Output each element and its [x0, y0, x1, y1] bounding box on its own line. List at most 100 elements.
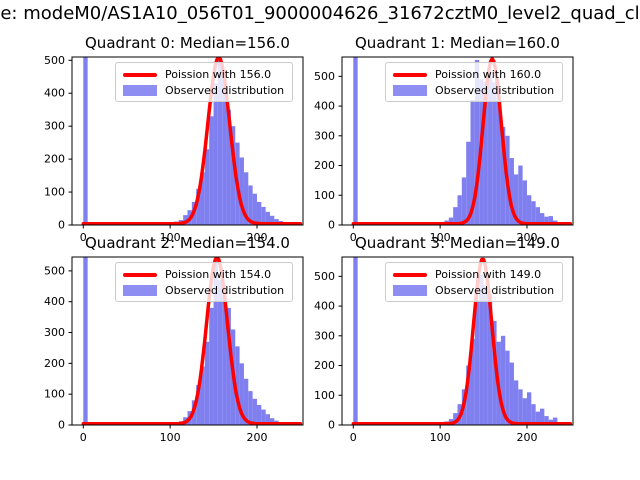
y-tick-label: 0	[58, 219, 65, 232]
y-tick-label: 0	[328, 419, 335, 432]
quadrant-0-plot: 0 100 200 300 400 500 0 100 200	[27, 32, 315, 245]
y-tick-label: 200	[44, 153, 65, 166]
poisson-line-swatch	[393, 272, 427, 277]
x-tick-label: 0	[350, 431, 357, 444]
y-tick-label: 100	[44, 186, 65, 199]
poisson-curve	[81, 257, 303, 425]
y-tick-label: 200	[44, 357, 65, 370]
quadrant-1-axes: 0 100 200 300 400 500 0 100 200	[314, 56, 574, 244]
y-tick-label: 300	[44, 326, 65, 339]
histogram-swatch	[123, 285, 157, 296]
quadrant-0-axes: 0 100 200 300 400 500 0 100 200	[44, 54, 304, 244]
zero-spike-bar	[353, 257, 358, 425]
quadrant-2-axes: 0 100 200 300 400 500 0 100 200	[44, 256, 304, 444]
quadrant-3-axes: 0 100 200 300 400 500 0 100 200	[314, 256, 574, 444]
x-tick-label: 100	[160, 431, 181, 444]
legend-row-poisson: Poission with 156.0	[123, 68, 286, 81]
y-tick-label: 300	[314, 329, 335, 342]
y-tick-label: 100	[314, 189, 335, 202]
y-tick-label: 100	[44, 388, 65, 401]
x-tick-label: 0	[80, 431, 87, 444]
legend-label-observed: Observed distribution	[435, 284, 555, 297]
legend-row-observed: Observed distribution	[393, 84, 556, 97]
x-tick-label: 100	[430, 431, 451, 444]
figure-suptitle: n file: modeM0/AS1A10_056T01_9000004626_…	[0, 3, 640, 24]
quadrant-0-panel: 0 100 200 300 400 500 0 100 200 Quadrant 0: Medi…	[27, 32, 315, 245]
axes-spines	[341, 56, 574, 226]
plot-area	[81, 57, 303, 225]
y-tick-label: 400	[44, 87, 65, 100]
y-tick-label: 500	[44, 264, 65, 277]
y-tick-label: 0	[328, 219, 335, 232]
x-tick-label: 200	[246, 231, 267, 244]
quadrant-1-panel: 0 100 200 300 400 500 0 100 200 Quadrant 1: Medi…	[297, 32, 585, 245]
legend-row-poisson: Poission with 154.0	[123, 268, 286, 281]
y-tick-label: 500	[314, 70, 335, 83]
axes-spines	[341, 256, 574, 426]
quadrant-2-plot: 0 100 200 300 400 500 0 100 200	[27, 232, 315, 445]
y-tick-label: 400	[314, 100, 335, 113]
y-tick-label: 300	[314, 129, 335, 142]
quadrant-3-plot: 0 100 200 300 400 500 0 100 200	[297, 232, 585, 445]
poisson-line-swatch	[123, 272, 157, 277]
figure-suptitle-wrap: n file: modeM0/AS1A10_056T01_9000004626_…	[0, 3, 640, 27]
histogram-swatch	[123, 85, 157, 96]
poisson-line-swatch	[123, 72, 157, 77]
legend-label-observed: Observed distribution	[165, 84, 285, 97]
y-tick-label: 200	[314, 159, 335, 172]
poisson-curve	[81, 57, 303, 225]
quadrant-0-legend: Poission with 156.0 Observed distributio…	[115, 62, 293, 102]
quadrant-1-legend: Poission with 160.0 Observed distributio…	[385, 62, 563, 102]
histogram-swatch	[393, 285, 427, 296]
zero-spike-bar	[83, 57, 88, 225]
y-tick-label: 200	[314, 359, 335, 372]
legend-label-poisson: Poission with 156.0	[165, 68, 272, 81]
tick-labels: 0 100 200 300 400 500 0 100 200	[314, 270, 537, 444]
axes-spines	[71, 56, 304, 226]
tick-labels: 0 100 200 300 400 500 0 100 200	[44, 54, 267, 244]
legend-row-observed: Observed distribution	[123, 284, 286, 297]
quadrant-3-legend: Poission with 149.0 Observed distributio…	[385, 262, 563, 302]
plot-area	[351, 57, 573, 225]
poisson-line-swatch	[393, 72, 427, 77]
y-tick-label: 0	[58, 419, 65, 432]
zero-spike-bar	[83, 257, 88, 425]
histogram-swatch	[393, 85, 427, 96]
quadrant-3-title: Quadrant 3: Median=149.0	[355, 234, 560, 252]
x-tick-label: 100	[160, 231, 181, 244]
x-tick-label: 0	[350, 231, 357, 244]
x-tick-label: 200	[246, 431, 267, 444]
y-tick-label: 500	[314, 270, 335, 283]
y-tick-label: 400	[44, 295, 65, 308]
x-tick-label: 0	[80, 231, 87, 244]
legend-label-poisson: Poission with 160.0	[435, 68, 542, 81]
plot-area	[351, 257, 573, 425]
x-tick-label: 200	[516, 231, 537, 244]
quadrant-1-plot: 0 100 200 300 400 500 0 100 200	[297, 32, 585, 245]
y-tick-label: 300	[44, 120, 65, 133]
poisson-curve	[351, 257, 573, 425]
tick-labels: 0 100 200 300 400 500 0 100 200	[44, 264, 267, 444]
quadrant-1-title: Quadrant 1: Median=160.0	[355, 34, 560, 52]
y-tick-label: 500	[44, 54, 65, 67]
quadrant-3-panel: 0 100 200 300 400 500 0 100 200 Quadrant 3: Medi…	[297, 232, 585, 445]
legend-row-poisson: Poission with 149.0	[393, 268, 556, 281]
plot-area	[81, 257, 303, 425]
quadrant-0-title: Quadrant 0: Median=156.0	[85, 34, 290, 52]
poisson-curve	[351, 57, 573, 225]
quadrant-2-title: Quadrant 2: Median=154.0	[85, 234, 290, 252]
y-tick-label: 400	[314, 300, 335, 313]
legend-label-poisson: Poission with 154.0	[165, 268, 272, 281]
x-tick-label: 100	[430, 231, 451, 244]
tick-labels: 0 100 200 300 400 500 0 100 200	[314, 70, 537, 244]
axes-spines	[71, 256, 304, 426]
legend-row-observed: Observed distribution	[393, 284, 556, 297]
quadrant-2-legend: Poission with 154.0 Observed distributio…	[115, 262, 293, 302]
legend-label-observed: Observed distribution	[165, 284, 285, 297]
zero-spike-bar	[353, 57, 358, 225]
legend-label-poisson: Poission with 149.0	[435, 268, 542, 281]
x-tick-label: 200	[516, 431, 537, 444]
y-tick-label: 100	[314, 389, 335, 402]
quadrant-2-panel: 0 100 200 300 400 500 0 100 200 Quadrant 2: Medi…	[27, 232, 315, 445]
